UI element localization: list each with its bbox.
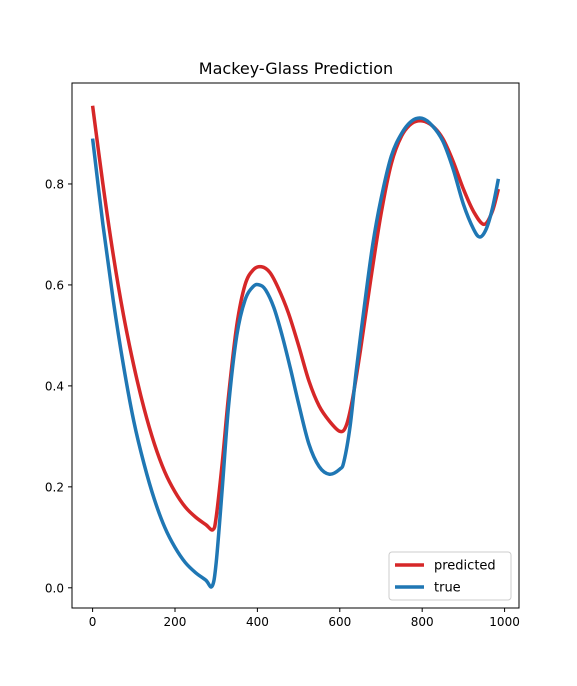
plot-area-frame <box>71 82 520 609</box>
x-axis-ticks: 0 200 400 600 800 1000 <box>89 608 520 629</box>
x-tick-label: 800 <box>411 615 434 629</box>
plot-lines <box>90 105 501 589</box>
series-line-true <box>90 116 501 589</box>
x-tick-label: 1000 <box>489 615 520 629</box>
x-tick-label: 600 <box>328 615 351 629</box>
legend-label: true <box>434 581 461 596</box>
chart-title: Mackey-Glass Prediction <box>199 59 393 78</box>
x-tick-label: 400 <box>246 615 269 629</box>
y-tick-label: 0.8 <box>45 177 64 191</box>
legend: predicted true <box>388 551 512 601</box>
y-tick-label: 0.6 <box>45 278 64 292</box>
legend-label: predicted <box>434 559 496 574</box>
y-tick-label: 0.4 <box>45 379 64 393</box>
x-tick-label: 200 <box>164 615 187 629</box>
y-tick-label: 0.2 <box>45 480 64 494</box>
y-tick-label: 0.0 <box>45 581 64 595</box>
x-tick-label: 0 <box>89 615 97 629</box>
y-axis-ticks: 0.0 0.2 0.4 0.6 0.8 <box>45 177 72 595</box>
